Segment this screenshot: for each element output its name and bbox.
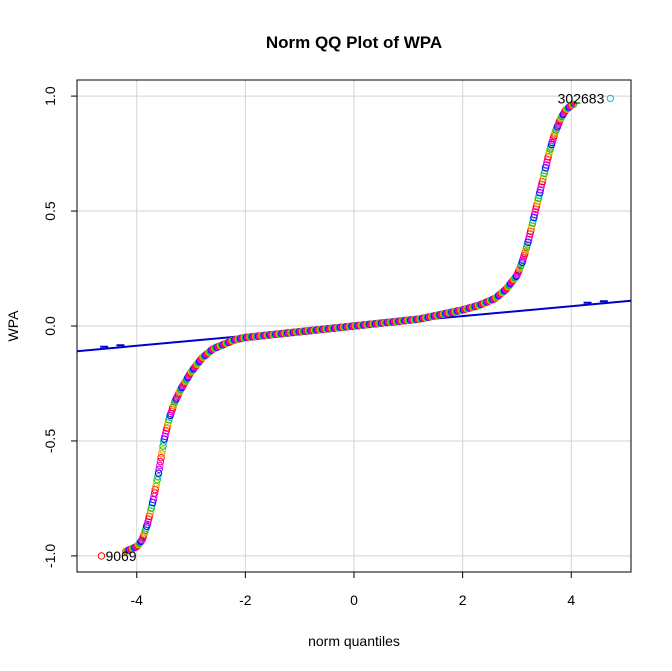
qq-point [147,504,156,512]
qq-point [164,418,172,427]
y-tick-label: 0.0 [42,316,58,336]
x-tick-label: -4 [131,592,144,608]
qq-point [144,518,152,526]
qq-point [158,446,167,454]
qq-point [156,461,164,470]
qq-point [536,189,544,197]
qq-point [161,432,169,441]
qq-point [538,180,546,189]
qq-point [544,153,552,161]
qq-point [162,427,171,435]
qq-point [154,472,162,481]
x-axis-label: norm quantiles [308,633,400,649]
qq-point [541,166,549,175]
qq-point [161,429,170,438]
data-points [97,94,615,560]
qq-point [532,202,541,211]
qq-point [159,442,167,450]
y-tick-label: 1.0 [42,86,58,106]
qq-point [539,175,547,183]
outlier-point [97,552,106,560]
x-tick-label: -2 [239,592,252,608]
qq-point [534,197,542,205]
outlier-point [606,94,615,103]
qq-point [545,150,553,158]
qq-point [542,161,550,169]
x-tick-label: 4 [567,592,575,608]
qq-point [532,205,540,213]
chart-title: Norm QQ Plot of WPA [266,33,442,52]
qq-point [155,465,163,473]
x-tick-label: 0 [350,592,358,608]
qq-point [537,183,545,191]
qq-point [530,213,538,222]
qq-point [153,476,161,484]
qq-point [525,235,533,244]
y-tick-label: -1.0 [42,544,58,568]
outlier-label: 9069 [105,548,136,564]
qq-point [533,200,541,208]
qq-point [526,227,535,236]
qq-point [540,172,548,180]
qq-point [534,194,543,202]
qq-point [156,457,165,466]
qq-point [163,424,171,432]
qq-point [538,177,547,186]
qq-point [145,515,153,523]
qq-point [154,469,163,477]
plot-frame [76,79,632,573]
qq-point [528,219,537,227]
qq-point [536,186,545,194]
qq-point [528,222,536,230]
qq-point [146,509,154,518]
outlier-label: 302683 [558,90,605,106]
axis-ticks: -4 -2 0 2 4 -1.0 -0.5 0.0 0.5 1.0 [42,86,575,608]
y-tick-label: 0.5 [42,201,58,221]
qq-point [531,208,539,216]
qq-point [569,100,578,109]
y-axis-label: WPA [5,310,21,342]
qq-point [543,155,552,164]
qq-point [543,158,551,167]
y-tick-label: -0.5 [42,429,58,453]
qq-point [527,224,535,233]
qq-point [526,230,534,238]
qq-point [158,450,166,458]
qq-point [157,454,165,462]
x-tick-label: 2 [459,592,467,608]
qq-point [145,512,154,521]
qq-point [163,421,172,429]
point-labels: 302683 9069 [105,90,604,564]
qq-point [525,233,533,241]
